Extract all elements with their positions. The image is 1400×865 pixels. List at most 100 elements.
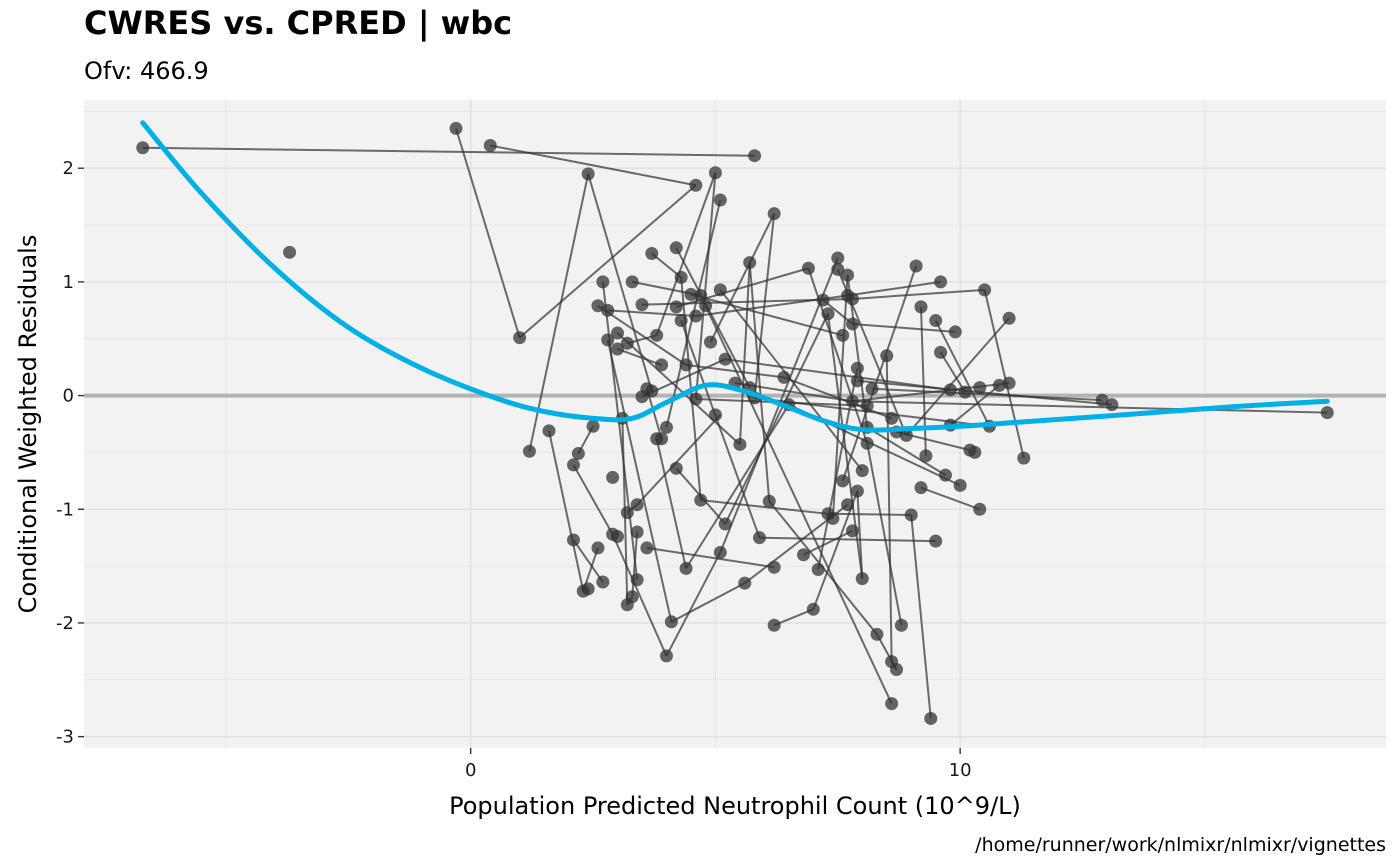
data-point xyxy=(973,381,987,395)
data-point xyxy=(655,432,669,446)
connection-line xyxy=(856,491,864,579)
data-point xyxy=(635,298,649,312)
data-point xyxy=(811,563,825,577)
connection-line xyxy=(852,322,956,333)
data-point xyxy=(704,335,718,349)
data-point xyxy=(885,697,899,711)
data-point xyxy=(596,275,610,289)
data-point xyxy=(655,358,669,372)
data-point xyxy=(909,259,923,273)
connection-line xyxy=(665,552,722,657)
y-tick-label: -1 xyxy=(56,499,74,520)
data-point xyxy=(816,293,830,307)
data-point xyxy=(968,445,982,459)
data-point xyxy=(777,370,791,384)
connection-line xyxy=(934,320,991,427)
data-point xyxy=(645,384,659,398)
data-point xyxy=(689,392,703,406)
data-point xyxy=(581,582,595,596)
y-axis-title: Conditional Weighted Residuals xyxy=(14,235,42,614)
connection-line xyxy=(685,363,785,379)
data-point xyxy=(914,481,928,495)
connection-line xyxy=(700,499,829,515)
data-point xyxy=(1105,398,1119,412)
connection-line xyxy=(983,289,1025,459)
data-point xyxy=(483,138,497,152)
x-tick-label: 10 xyxy=(949,760,972,781)
data-point xyxy=(611,326,625,340)
connection-line xyxy=(709,213,776,343)
data-point xyxy=(566,533,580,547)
data-point xyxy=(674,314,688,328)
connection-line xyxy=(866,443,903,626)
connection-line xyxy=(548,430,585,592)
chart-title: CWRES vs. CPRED | wbc xyxy=(84,4,512,43)
connection-line xyxy=(572,464,614,535)
data-point xyxy=(581,167,595,181)
data-point xyxy=(669,241,683,255)
connection-line xyxy=(852,400,1328,414)
connection-line xyxy=(704,305,893,705)
y-tick-label: 0 xyxy=(63,386,74,407)
connection-line xyxy=(655,438,688,569)
smooth-curve xyxy=(140,120,1330,433)
data-point xyxy=(699,299,713,313)
data-point xyxy=(850,374,864,388)
data-point xyxy=(801,261,815,275)
connection-line xyxy=(783,376,892,420)
data-point xyxy=(708,166,722,180)
data-point xyxy=(591,299,605,313)
data-point xyxy=(934,345,948,359)
data-point xyxy=(630,525,644,539)
connection-line xyxy=(646,546,775,569)
data-point xyxy=(821,307,835,321)
chart-subtitle: Ofv: 466.9 xyxy=(84,57,209,85)
data-point xyxy=(767,560,781,574)
data-point xyxy=(929,534,943,548)
connection-line xyxy=(631,531,639,597)
data-point xyxy=(953,478,967,492)
data-point xyxy=(855,464,869,478)
data-point xyxy=(943,383,957,397)
connection-line xyxy=(939,351,966,393)
data-point xyxy=(713,283,727,297)
data-point xyxy=(992,378,1006,392)
data-point xyxy=(689,309,703,323)
data-point xyxy=(713,193,727,207)
connection-line xyxy=(803,529,853,556)
connection-line xyxy=(866,426,946,477)
data-point xyxy=(679,358,693,372)
connection-line xyxy=(597,304,687,366)
data-point xyxy=(797,548,811,562)
connection-line xyxy=(847,280,941,297)
connection-line xyxy=(655,172,717,336)
data-point xyxy=(674,270,688,284)
data-point xyxy=(708,408,722,422)
connection-line xyxy=(617,348,662,366)
data-point xyxy=(645,246,659,260)
data-point xyxy=(694,493,708,507)
data-point xyxy=(836,328,850,342)
data-point xyxy=(571,447,585,461)
data-point xyxy=(767,207,781,221)
data-point xyxy=(733,437,747,451)
data-point xyxy=(449,121,463,135)
data-point xyxy=(845,317,859,331)
data-point xyxy=(679,561,693,575)
connection-line xyxy=(645,388,663,440)
data-point xyxy=(948,325,962,339)
data-point xyxy=(929,314,943,328)
connection-line xyxy=(812,490,859,610)
x-axis-title: Population Predicted Neutrophil Count (1… xyxy=(449,792,1021,820)
data-point xyxy=(845,292,859,306)
connection-line xyxy=(920,486,981,511)
data-point xyxy=(669,461,683,475)
data-point xyxy=(978,283,992,297)
data-point xyxy=(845,394,859,408)
data-point xyxy=(845,524,859,538)
data-point xyxy=(586,419,600,433)
connection-line xyxy=(738,262,751,445)
data-point xyxy=(1002,311,1016,325)
data-point xyxy=(283,245,297,259)
